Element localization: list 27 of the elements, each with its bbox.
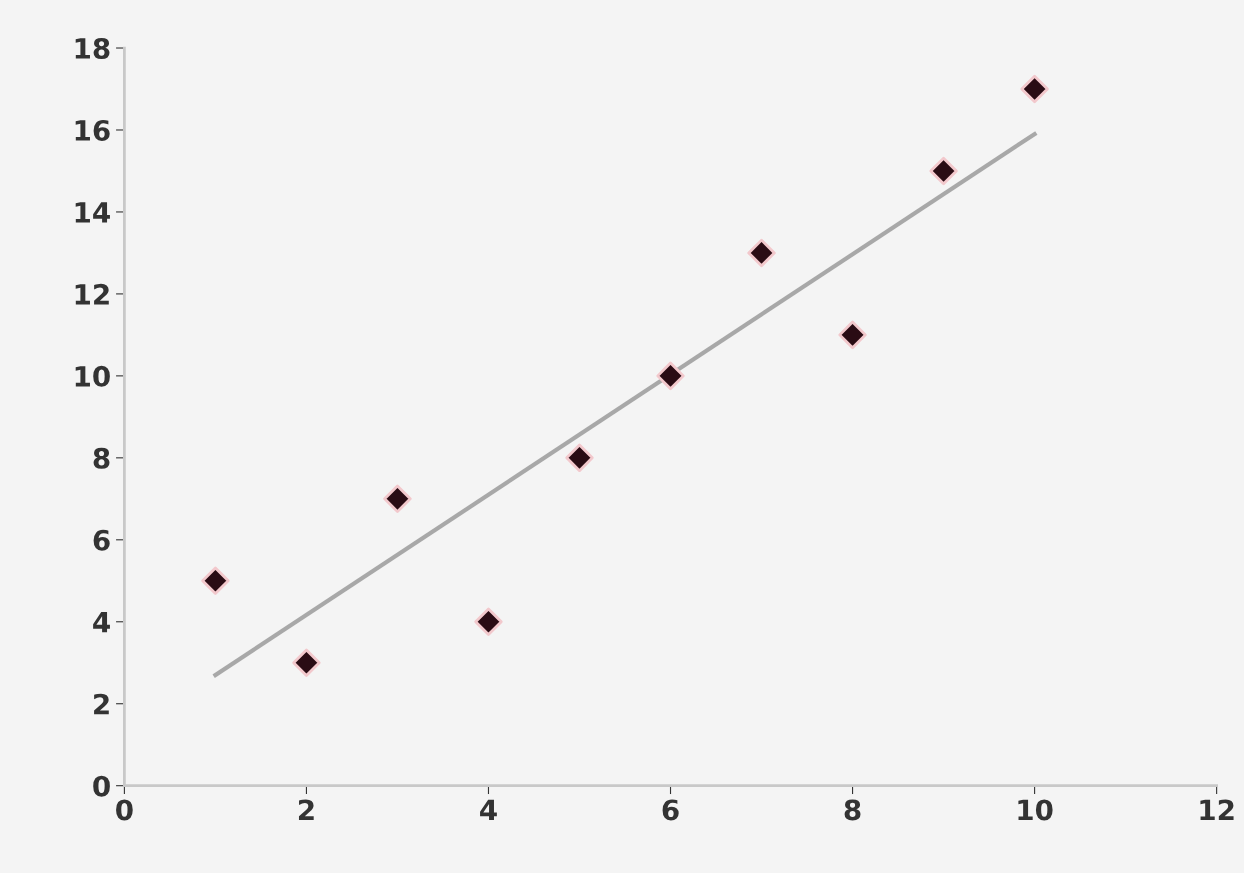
y-tick-label: 14 bbox=[75, 202, 110, 223]
y-tick-label: 4 bbox=[93, 612, 110, 633]
point bbox=[201, 566, 230, 595]
y-tick-label: 0 bbox=[93, 775, 110, 797]
point bbox=[383, 484, 412, 514]
y-tick-label: 18 bbox=[75, 37, 110, 59]
x-tick-label: 4 bbox=[480, 799, 497, 820]
y-tick-label: 12 bbox=[75, 283, 109, 305]
point bbox=[292, 648, 321, 677]
point bbox=[656, 361, 685, 391]
x-tick-label: 6 bbox=[662, 799, 679, 821]
x-tick-label: 8 bbox=[844, 799, 861, 821]
point bbox=[838, 320, 867, 350]
point bbox=[747, 238, 776, 268]
point bbox=[1020, 74, 1049, 104]
x-tick-label: 12 bbox=[1200, 799, 1234, 820]
y-tick-label: 10 bbox=[75, 365, 110, 387]
x-tick-label: 10 bbox=[1018, 799, 1053, 821]
y-tick-label: 8 bbox=[93, 447, 110, 469]
point bbox=[565, 443, 594, 473]
point bbox=[474, 607, 503, 636]
y-tick-label: 2 bbox=[94, 693, 109, 715]
y-tick-label: 6 bbox=[93, 529, 110, 551]
x-tick-label: 0 bbox=[116, 799, 133, 821]
point bbox=[929, 156, 958, 186]
x-tick-label: 2 bbox=[298, 799, 314, 820]
y-tick-label: 16 bbox=[75, 119, 110, 141]
